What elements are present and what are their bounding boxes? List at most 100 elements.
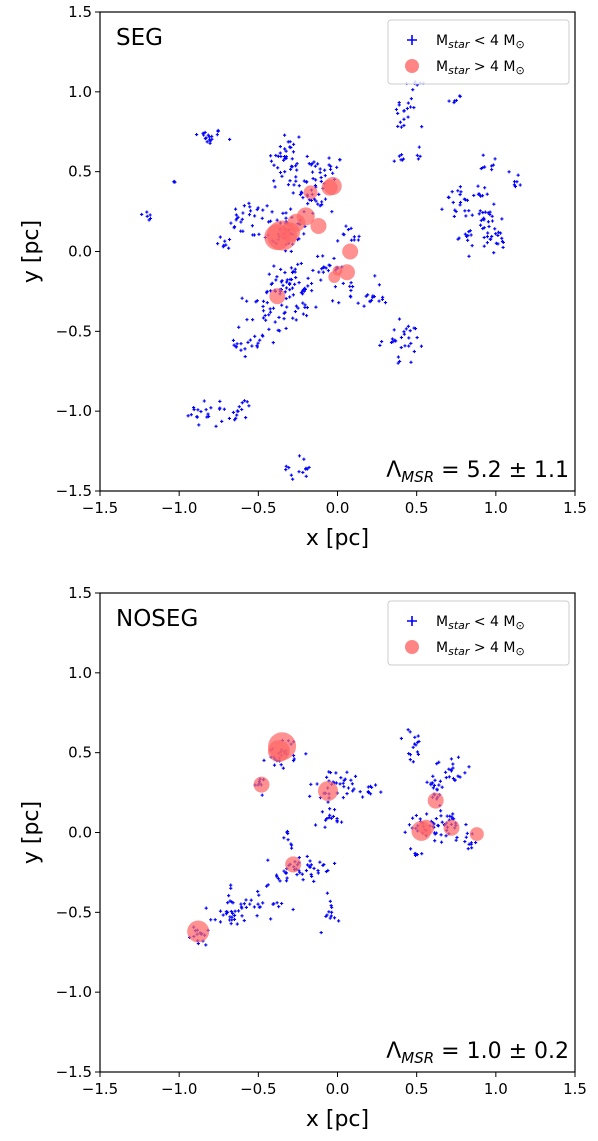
low-mass-star-marker: [257, 893, 261, 897]
low-mass-star-marker: [483, 165, 487, 169]
x-axis-label: x [pc]: [306, 526, 369, 551]
low-mass-star-marker: [293, 282, 297, 286]
low-mass-star-marker: [433, 778, 437, 782]
low-mass-star-marker: [411, 745, 415, 749]
low-mass-star-marker: [275, 901, 279, 905]
low-mass-star-marker: [275, 218, 279, 222]
low-mass-star-marker: [226, 901, 230, 905]
low-mass-star-marker: [324, 914, 328, 919]
low-mass-star-marker: [464, 822, 468, 827]
low-mass-star-marker: [204, 408, 208, 412]
low-mass-star-marker: [276, 166, 280, 170]
legend-box: [387, 600, 570, 666]
low-mass-star-marker: [280, 174, 284, 178]
low-mass-star-marker: [415, 335, 419, 340]
low-mass-star-marker: [302, 232, 306, 236]
low-mass-star-marker: [268, 219, 273, 223]
low-mass-star-marker: [399, 125, 404, 129]
low-mass-star-marker: [449, 769, 454, 773]
low-mass-star-marker: [458, 192, 462, 197]
low-mass-star-marker: [196, 408, 200, 412]
low-mass-star-marker: [327, 816, 331, 820]
low-mass-star-marker: [344, 224, 348, 228]
low-mass-star-marker: [319, 175, 323, 180]
low-mass-star-marker: [409, 360, 413, 364]
low-mass-star-marker: [281, 766, 285, 770]
low-mass-star-marker: [447, 767, 451, 771]
low-mass-star-marker: [381, 295, 385, 299]
high-mass-star-marker: [269, 288, 286, 305]
low-mass-star-marker: [289, 145, 293, 150]
low-mass-star-marker: [240, 401, 244, 405]
low-mass-star-marker: [343, 777, 347, 781]
low-mass-star-marker: [295, 162, 299, 166]
low-mass-star-marker: [261, 299, 266, 303]
low-mass-star-marker: [271, 340, 275, 345]
low-mass-star-marker: [339, 820, 344, 824]
low-mass-star-marker: [204, 943, 208, 947]
low-mass-star-marker: [288, 167, 293, 171]
high-mass-star-marker: [187, 920, 210, 943]
low-mass-star-marker: [257, 232, 261, 236]
low-mass-star-marker: [308, 859, 312, 863]
low-mass-star-marker: [302, 457, 306, 461]
y-axis-label: y [pc]: [19, 801, 44, 864]
low-mass-star-marker: [332, 861, 337, 866]
low-mass-star-marker: [258, 905, 262, 909]
low-mass-star-marker: [239, 342, 243, 346]
low-mass-star-marker: [297, 281, 301, 285]
x-tick-label: 1.5: [563, 1080, 587, 1098]
low-mass-star-marker: [325, 775, 329, 779]
low-mass-star-marker: [456, 755, 461, 759]
low-mass-star-marker: [402, 332, 406, 336]
low-mass-star-marker: [285, 278, 289, 282]
low-mass-star-marker: [291, 293, 295, 297]
low-mass-star-marker: [312, 160, 316, 164]
legend-label-sub: star: [448, 645, 471, 658]
low-mass-star-marker: [397, 101, 401, 105]
low-mass-star-marker: [236, 909, 241, 913]
low-mass-star-marker: [463, 232, 467, 236]
low-mass-star-marker: [346, 786, 351, 790]
legend: Mstar < 4 M⊙Mstar > 4 M⊙: [387, 600, 570, 666]
low-mass-star-marker: [205, 140, 209, 144]
low-mass-star-marker: [332, 916, 337, 920]
lambda-symbol: Λ: [386, 458, 401, 483]
low-mass-star-marker: [230, 918, 234, 922]
low-mass-star-marker: [350, 782, 354, 786]
high-mass-star-marker: [267, 740, 290, 763]
low-mass-star-marker: [252, 905, 257, 909]
low-mass-star-marker: [464, 214, 468, 218]
low-mass-star-marker: [420, 125, 424, 129]
low-mass-star-marker: [467, 254, 471, 258]
low-mass-star-marker: [304, 868, 309, 873]
low-mass-star-marker: [286, 140, 290, 144]
low-mass-star-marker: [256, 889, 260, 894]
low-mass-star-marker: [452, 817, 456, 821]
low-mass-star-marker: [240, 407, 244, 412]
low-mass-star-marker: [328, 770, 333, 775]
low-mass-star-marker: [304, 180, 309, 184]
low-mass-star-marker: [453, 208, 457, 212]
low-mass-star-marker: [172, 179, 176, 184]
low-mass-star-marker: [400, 158, 405, 162]
low-mass-star-marker: [299, 190, 303, 194]
low-mass-star-marker: [217, 407, 222, 411]
low-mass-star-marker: [269, 159, 274, 163]
low-mass-star-marker: [452, 99, 457, 103]
low-mass-star-marker: [485, 235, 490, 239]
low-mass-star-marker: [297, 135, 301, 139]
legend-label-sym: ⊙: [515, 38, 524, 51]
low-mass-star-marker: [261, 316, 266, 320]
low-mass-star-marker: [249, 898, 253, 902]
y-tick-label: 1.5: [68, 3, 92, 21]
low-mass-star-marker: [412, 349, 416, 354]
low-mass-star-marker: [231, 410, 236, 415]
low-mass-star-marker: [451, 200, 455, 205]
low-mass-star-marker: [266, 858, 270, 862]
low-mass-star-marker: [319, 930, 323, 935]
low-mass-star-marker: [273, 185, 277, 189]
low-mass-star-marker: [206, 133, 210, 137]
low-mass-star-marker: [241, 229, 245, 233]
low-mass-star-marker: [284, 149, 288, 153]
